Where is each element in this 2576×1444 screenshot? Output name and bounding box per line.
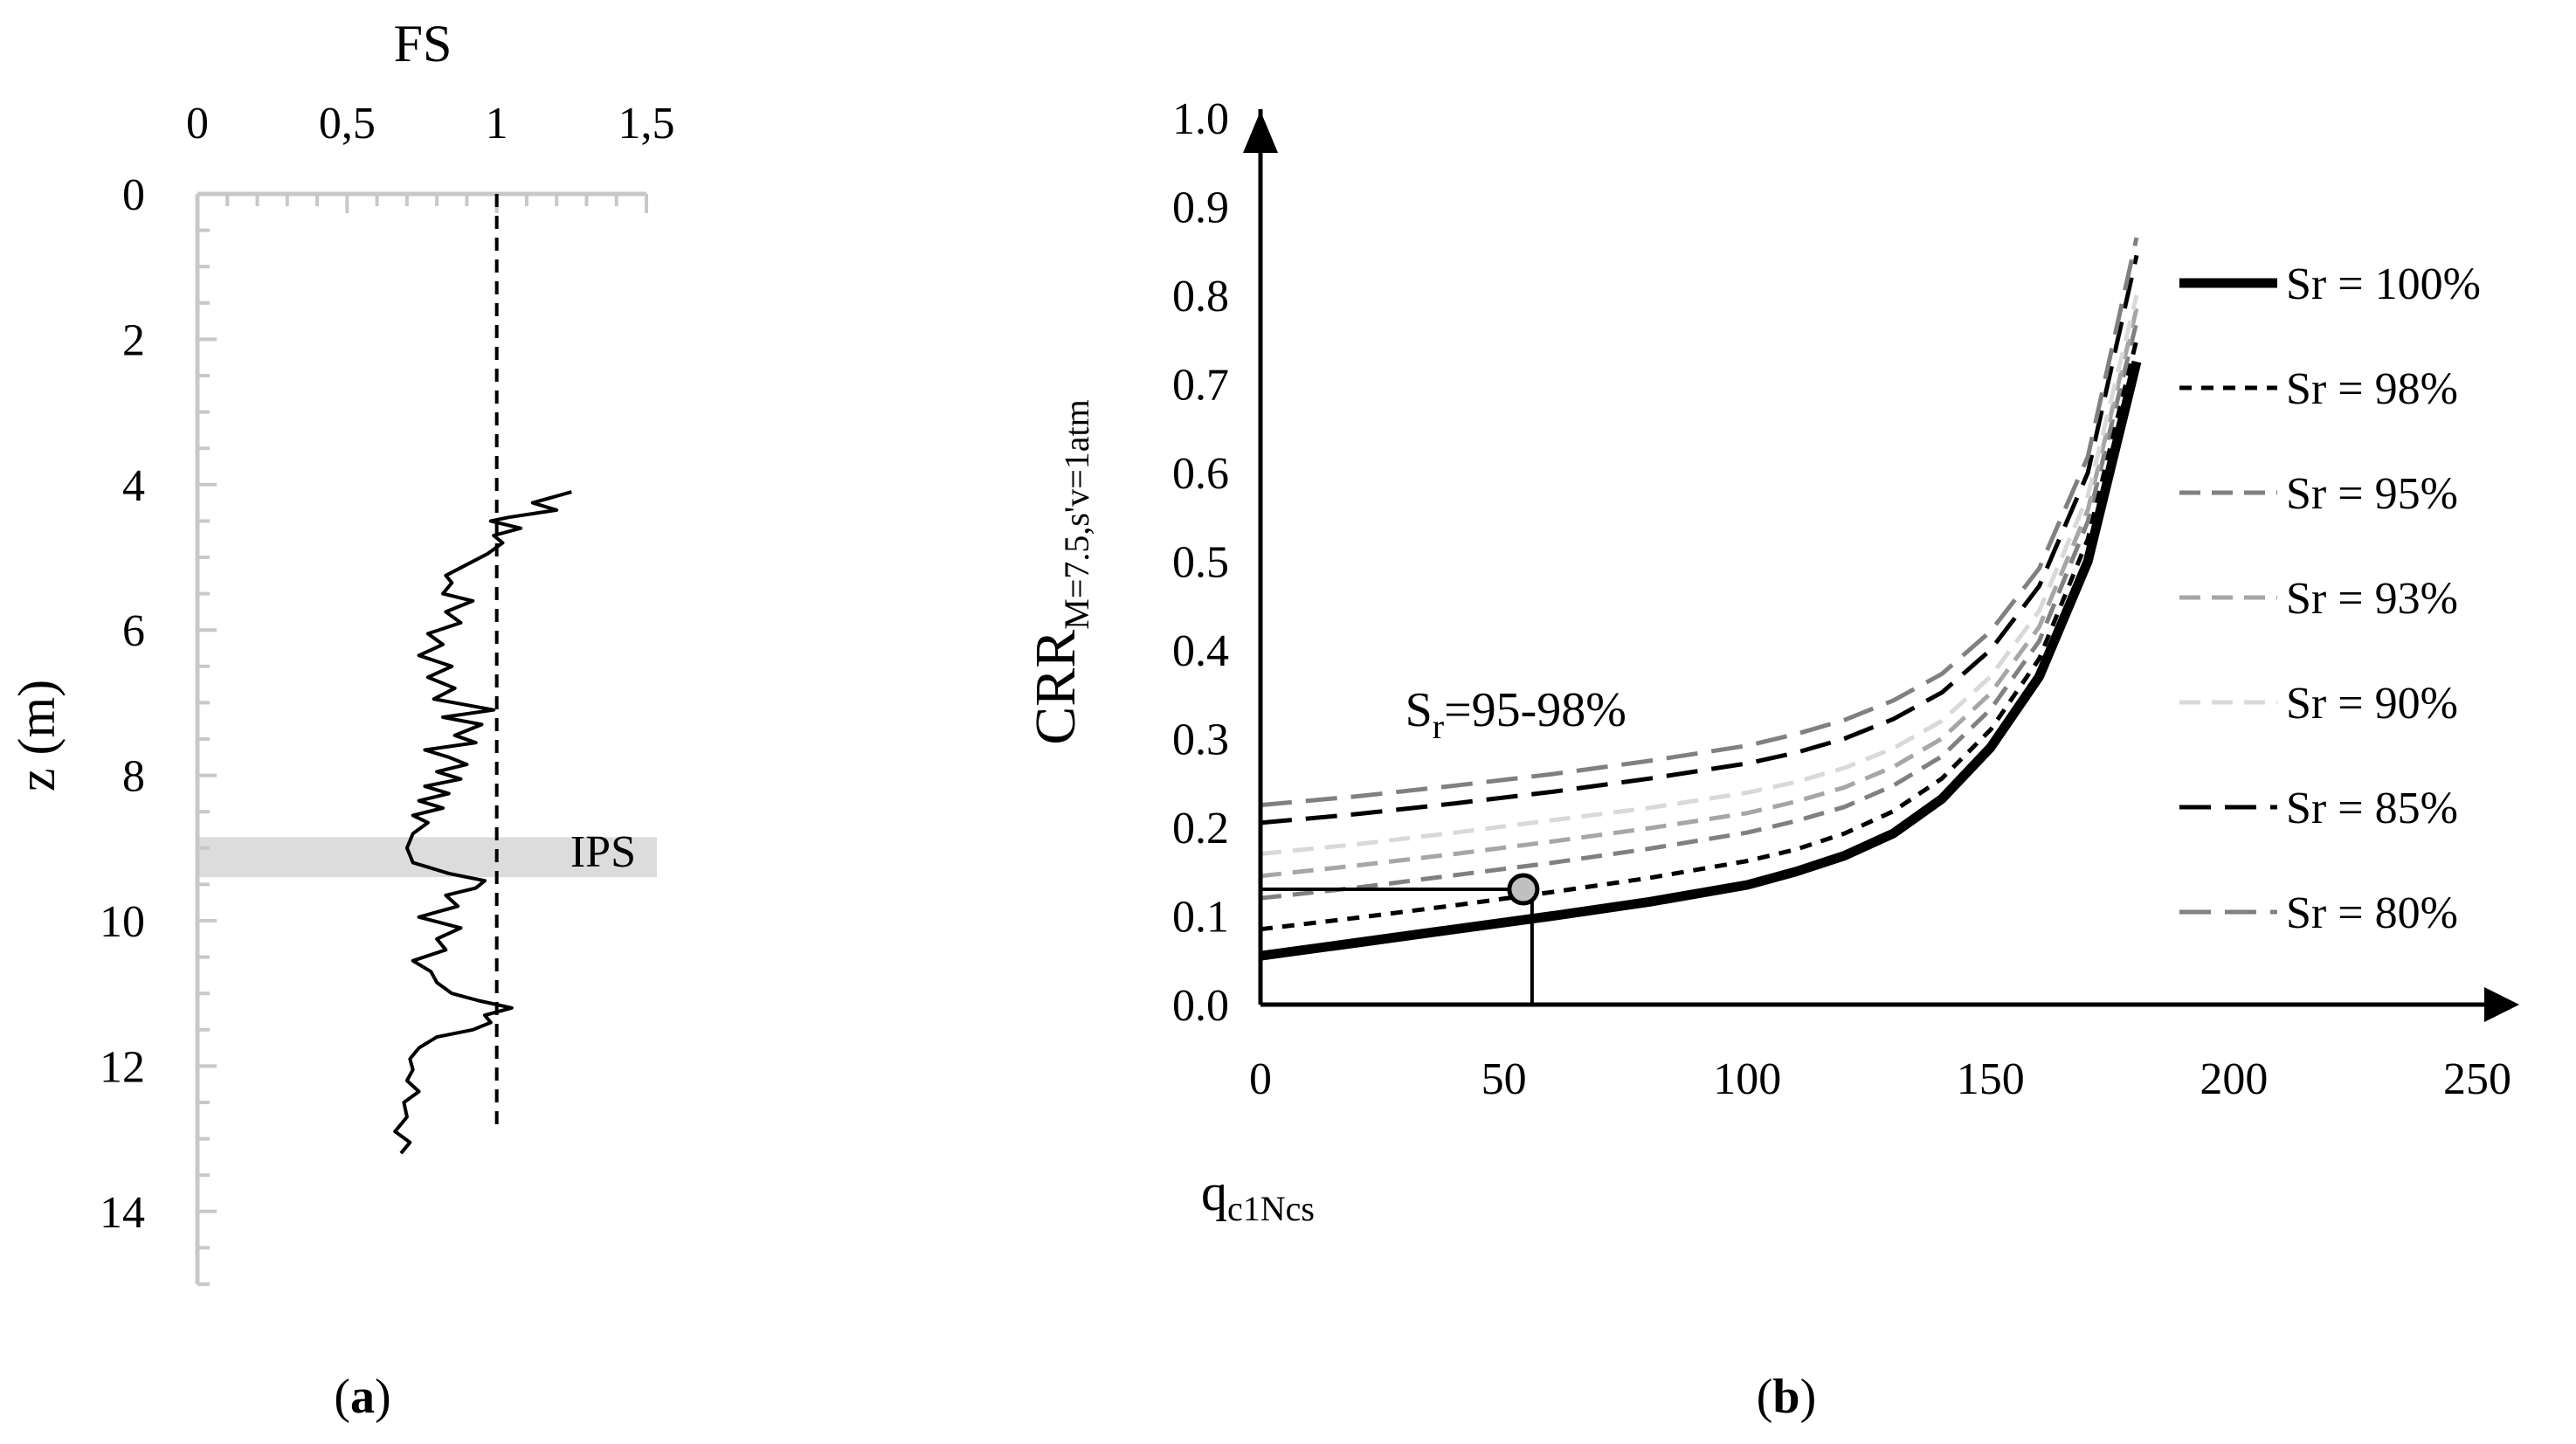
ips-band-label: IPS (570, 827, 636, 877)
crr-tick-label: 0.8 (1172, 272, 1229, 321)
crr-tick-label: 0.1 (1172, 893, 1229, 943)
panel-b-letter: b (1772, 1370, 1799, 1424)
sr-range-annotation: Sr=95-98% (1405, 683, 1626, 746)
depth-axis-title: z (m) (8, 680, 66, 791)
crr-curves (1260, 237, 2142, 961)
x-axis-arrowhead (2484, 987, 2519, 1022)
crr-tick-labels: 0.0 0.1 0.2 0.3 0.4 0.5 0.6 0.7 0.8 0.9 1.0 (1172, 94, 1229, 1031)
fs-tick-label: 0,5 (319, 99, 376, 149)
qc1ncs-tick-label: 200 (2200, 1054, 2268, 1104)
panel-a: IPS 0 0,5 1 1,5 0 2 4 6 8 10 12 14 FS z (m) (a) (8, 15, 675, 1424)
crr-curve-series-2 (1260, 321, 2139, 901)
crr-curve-series-6 (1260, 237, 2139, 808)
crr-tick-label: 0.5 (1172, 538, 1229, 588)
minor-ticks (196, 192, 648, 1286)
legend-entry-1: Sr = 98% (2286, 364, 2458, 414)
panel-a-letter: a (350, 1370, 375, 1424)
ips-band (197, 837, 657, 878)
depth-tick-label: 8 (122, 752, 145, 802)
depth-tick-label: 12 (100, 1042, 145, 1092)
legend-entry-6: Sr = 80% (2286, 888, 2458, 938)
qc1ncs-tick-label: 0 (1249, 1054, 1272, 1104)
panel-b-label: (b) (1757, 1370, 1816, 1424)
legend-entry-2: Sr = 95% (2286, 469, 2458, 519)
depth-tick-label: 14 (100, 1188, 145, 1238)
qc1ncs-axis-title: qc1Ncs (1201, 1164, 1315, 1228)
fs-profile-line (393, 490, 572, 1155)
qc1ncs-tick-label: 250 (2443, 1054, 2511, 1104)
depth-tick-label: 10 (100, 897, 145, 947)
crr-tick-label: 1.0 (1172, 94, 1229, 144)
crr-curve-series-3 (1260, 307, 2139, 879)
crr-tick-label: 0.4 (1172, 626, 1229, 676)
crr-curve-series-0 (1260, 360, 2142, 961)
fs-tick-label: 1,5 (618, 99, 675, 149)
fs-tick-labels: 0 0,5 1 1,5 (186, 99, 675, 149)
legend-entry-0: Sr = 100% (2286, 259, 2481, 309)
panel-a-label: (a) (334, 1370, 390, 1424)
fs-tick-label: 0 (186, 99, 209, 149)
legend: Sr = 100% Sr = 98% Sr = 95% Sr = 93% Sr = 90… (2179, 259, 2481, 938)
crr-tick-label: 0.6 (1172, 449, 1229, 499)
depth-tick-label: 2 (122, 315, 145, 365)
qc1ncs-tick-label: 50 (1481, 1054, 1527, 1104)
panel-b: 0 50 100 150 200 250 0.0 0.1 0.2 0.3 0.4 0.5 0.6 0.7… (1024, 94, 2519, 1424)
crr-tick-label: 0.0 (1172, 981, 1229, 1031)
qc1ncs-tick-label: 100 (1713, 1054, 1781, 1104)
depth-tick-labels: 0 2 4 6 8 10 12 14 (100, 170, 145, 1238)
fs-tick-label: 1 (486, 99, 508, 149)
legend-entry-4: Sr = 90% (2286, 679, 2458, 729)
crr-tick-label: 0.3 (1172, 715, 1229, 765)
design-point-marker (1507, 873, 1540, 906)
legend-entry-5: Sr = 85% (2286, 784, 2458, 833)
depth-tick-label: 4 (122, 461, 145, 511)
legend-entry-3: Sr = 93% (2286, 574, 2458, 624)
y-axis-arrowhead (1243, 111, 1278, 153)
crr-tick-label: 0.7 (1172, 361, 1229, 411)
depth-tick-label: 0 (122, 170, 145, 220)
crr-tick-label: 0.9 (1172, 183, 1229, 233)
crr-axis-title: CRRM=7.5,s'v=1atm (1024, 399, 1096, 745)
depth-tick-label: 6 (122, 606, 145, 656)
qc1ncs-tick-labels: 0 50 100 150 200 250 (1249, 1054, 2511, 1104)
crr-tick-label: 0.2 (1172, 804, 1229, 853)
qc1ncs-tick-label: 150 (1957, 1054, 2025, 1104)
crr-curve-series-5 (1260, 254, 2139, 826)
fs-axis-title: FS (394, 15, 452, 73)
crr-curve-series-4 (1260, 294, 2139, 856)
